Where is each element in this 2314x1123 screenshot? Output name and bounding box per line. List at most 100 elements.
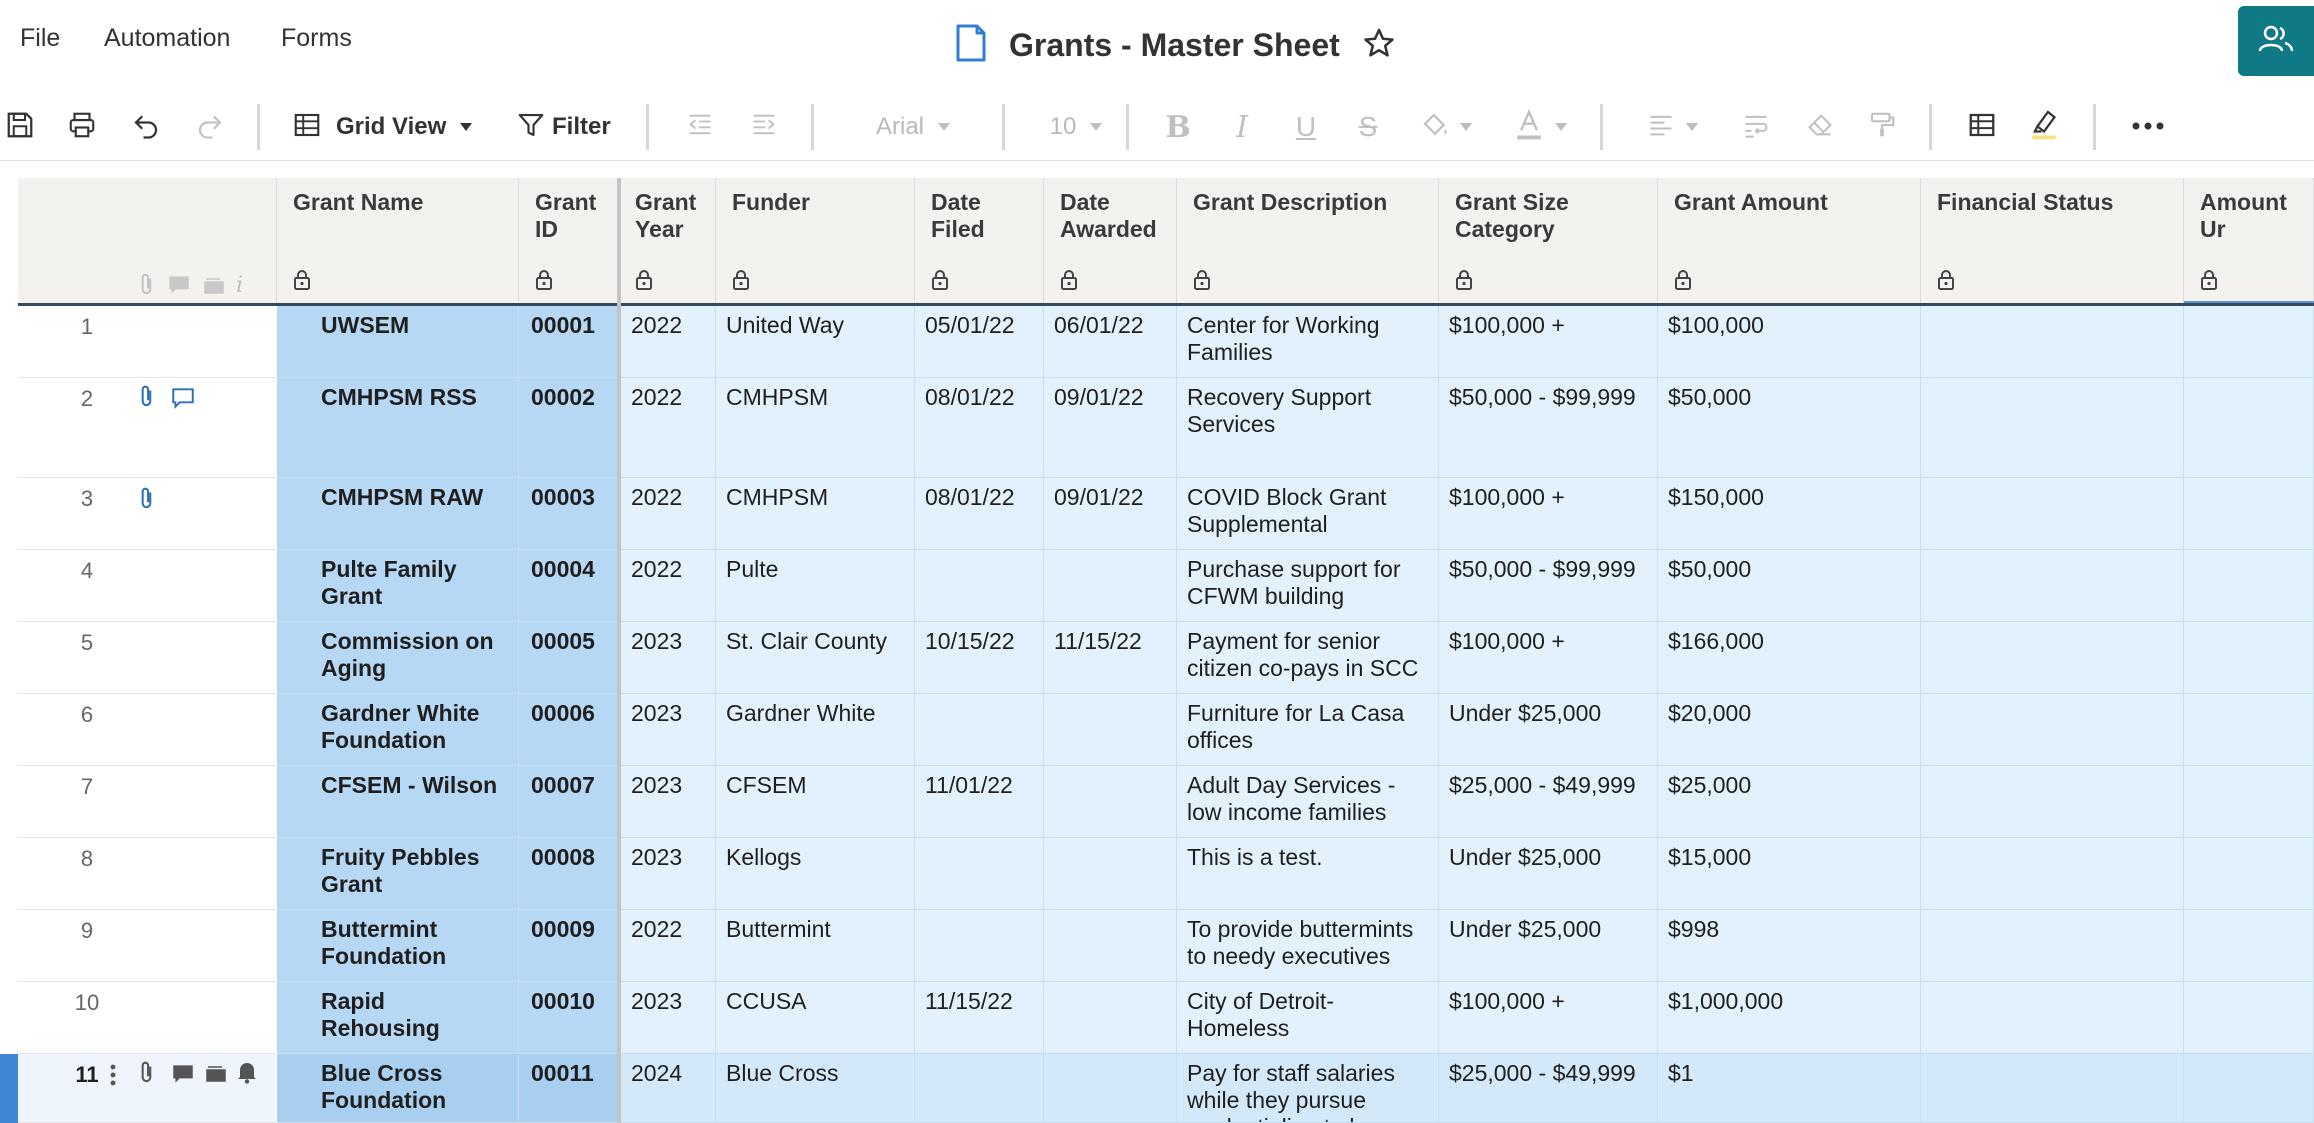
cell-amount-unspent[interactable]	[2184, 982, 2314, 1054]
cell-grant-name[interactable]: Gardner White Foundation	[277, 694, 519, 766]
cell-grant-id[interactable]: 00002	[519, 378, 619, 478]
cell-date-filed[interactable]: 05/01/22	[915, 306, 1044, 378]
row-header[interactable]: 9	[18, 910, 276, 982]
row-header[interactable]: 2	[18, 378, 276, 478]
cell-grant-id[interactable]: 00007	[519, 766, 619, 838]
cell-grant-amount[interactable]: $166,000	[1658, 622, 1921, 694]
cell-amount-unspent[interactable]	[2184, 550, 2314, 622]
wrap-text-button[interactable]	[1736, 104, 1776, 150]
attachment-icon[interactable]	[138, 1060, 156, 1091]
cell-grant-year[interactable]: 2023	[619, 694, 716, 766]
cell-grant-size-category[interactable]: Under $25,000	[1439, 910, 1658, 982]
cell-grant-year[interactable]: 2022	[619, 910, 716, 982]
cell-grant-year[interactable]: 2023	[619, 982, 716, 1054]
cell-date-filed[interactable]	[915, 550, 1044, 622]
cell-date-filed[interactable]: 11/15/22	[915, 982, 1044, 1054]
font-family-dropdown[interactable]: Arial	[858, 104, 968, 150]
cell-grant-amount[interactable]: $25,000	[1658, 766, 1921, 838]
cell-grant-size-category[interactable]: Under $25,000	[1439, 694, 1658, 766]
row-header[interactable]: 5	[18, 622, 276, 694]
cell-grant-size-category[interactable]: $25,000 - $49,999	[1439, 1054, 1658, 1123]
attachment-icon[interactable]	[138, 384, 156, 415]
cell-grant-year[interactable]: 2023	[619, 622, 716, 694]
cell-grant-id[interactable]: 00008	[519, 838, 619, 910]
cell-funder[interactable]: CMHPSM	[716, 478, 915, 550]
cell-amount-unspent[interactable]	[2184, 694, 2314, 766]
cell-grant-size-category[interactable]: $50,000 - $99,999	[1439, 550, 1658, 622]
cell-grant-size-category[interactable]: $100,000 +	[1439, 622, 1658, 694]
cell-grant-amount[interactable]: $150,000	[1658, 478, 1921, 550]
indent-button[interactable]	[744, 104, 784, 150]
cell-funder[interactable]: United Way	[716, 306, 915, 378]
cell-amount-unspent[interactable]	[2184, 622, 2314, 694]
star-favorite-icon[interactable]	[1362, 26, 1396, 65]
column-header-date-awarded[interactable]: Date Awarded	[1044, 178, 1177, 306]
cell-funder[interactable]: Blue Cross	[716, 1054, 915, 1123]
cell-grant-description[interactable]: This is a test.	[1177, 838, 1439, 910]
cell-grant-description[interactable]: Furniture for La Casa offices	[1177, 694, 1439, 766]
cell-date-awarded[interactable]	[1044, 694, 1177, 766]
save-button[interactable]	[0, 104, 40, 150]
cell-financial-status[interactable]	[1921, 910, 2184, 982]
cell-amount-unspent[interactable]	[2184, 766, 2314, 838]
cell-financial-status[interactable]	[1921, 694, 2184, 766]
row-header[interactable]: 3	[18, 478, 276, 550]
column-header-financial-status[interactable]: Financial Status	[1921, 178, 2184, 306]
comment-icon[interactable]	[170, 386, 196, 415]
cell-grant-amount[interactable]: $1,000,000	[1658, 982, 1921, 1054]
cell-date-awarded[interactable]: 09/01/22	[1044, 478, 1177, 550]
attachment-icon[interactable]	[138, 486, 156, 517]
cell-grant-year[interactable]: 2022	[619, 306, 716, 378]
row-header[interactable]: 7	[18, 766, 276, 838]
cell-date-awarded[interactable]	[1044, 910, 1177, 982]
cell-grant-amount[interactable]: $1	[1658, 1054, 1921, 1123]
cell-grant-id[interactable]: 00009	[519, 910, 619, 982]
print-button[interactable]	[62, 104, 102, 150]
redo-button[interactable]	[190, 104, 230, 150]
cell-grant-amount[interactable]: $100,000	[1658, 306, 1921, 378]
cell-financial-status[interactable]	[1921, 1054, 2184, 1123]
cell-grant-id[interactable]: 00004	[519, 550, 619, 622]
share-button[interactable]	[2238, 6, 2314, 76]
cell-grant-id[interactable]: 00003	[519, 478, 619, 550]
cell-grant-description[interactable]: Payment for senior citizen co-pays in SC…	[1177, 622, 1439, 694]
row-header[interactable]: 8	[18, 838, 276, 910]
cell-grant-name[interactable]: CMHPSM RAW	[277, 478, 519, 550]
cell-grant-id[interactable]: 00006	[519, 694, 619, 766]
row-header[interactable]: 11	[18, 1054, 276, 1123]
bell-reminder-icon[interactable]	[236, 1060, 258, 1089]
cell-grant-year[interactable]: 2022	[619, 478, 716, 550]
cell-grant-name[interactable]: Pulte Family Grant	[277, 550, 519, 622]
cell-date-filed[interactable]: 10/15/22	[915, 622, 1044, 694]
outdent-button[interactable]	[680, 104, 720, 150]
row-header[interactable]: 6	[18, 694, 276, 766]
cell-grant-description[interactable]: Center for Working Families	[1177, 306, 1439, 378]
cell-grant-year[interactable]: 2024	[619, 1054, 716, 1123]
cell-funder[interactable]: Pulte	[716, 550, 915, 622]
cell-grant-year[interactable]: 2022	[619, 378, 716, 478]
cell-funder[interactable]: St. Clair County	[716, 622, 915, 694]
menu-forms[interactable]: Forms	[281, 24, 352, 52]
cell-funder[interactable]: CFSEM	[716, 766, 915, 838]
cell-grant-name[interactable]: Fruity Pebbles Grant	[277, 838, 519, 910]
cell-funder[interactable]: Gardner White	[716, 694, 915, 766]
cell-date-filed[interactable]	[915, 838, 1044, 910]
cell-grant-id[interactable]: 00001	[519, 306, 619, 378]
cell-grant-name[interactable]: Commission on Aging	[277, 622, 519, 694]
cell-financial-status[interactable]	[1921, 766, 2184, 838]
column-header-date-filed[interactable]: Date Filed	[915, 178, 1044, 306]
cell-financial-status[interactable]	[1921, 478, 2184, 550]
cell-grant-amount[interactable]: $998	[1658, 910, 1921, 982]
cell-date-awarded[interactable]	[1044, 1054, 1177, 1123]
cell-funder[interactable]: Kellogs	[716, 838, 915, 910]
cell-grant-size-category[interactable]: $100,000 +	[1439, 982, 1658, 1054]
cell-date-filed[interactable]: 08/01/22	[915, 478, 1044, 550]
cell-date-filed[interactable]	[915, 694, 1044, 766]
cell-grant-description[interactable]: City of Detroit-Homeless	[1177, 982, 1439, 1054]
table-format-button[interactable]	[1962, 104, 2002, 150]
cell-grant-size-category[interactable]: $100,000 +	[1439, 478, 1658, 550]
cell-grant-amount[interactable]: $20,000	[1658, 694, 1921, 766]
cell-date-filed[interactable]	[915, 1054, 1044, 1123]
cell-grant-description[interactable]: Purchase support for CFWM building	[1177, 550, 1439, 622]
cell-date-awarded[interactable]: 11/15/22	[1044, 622, 1177, 694]
